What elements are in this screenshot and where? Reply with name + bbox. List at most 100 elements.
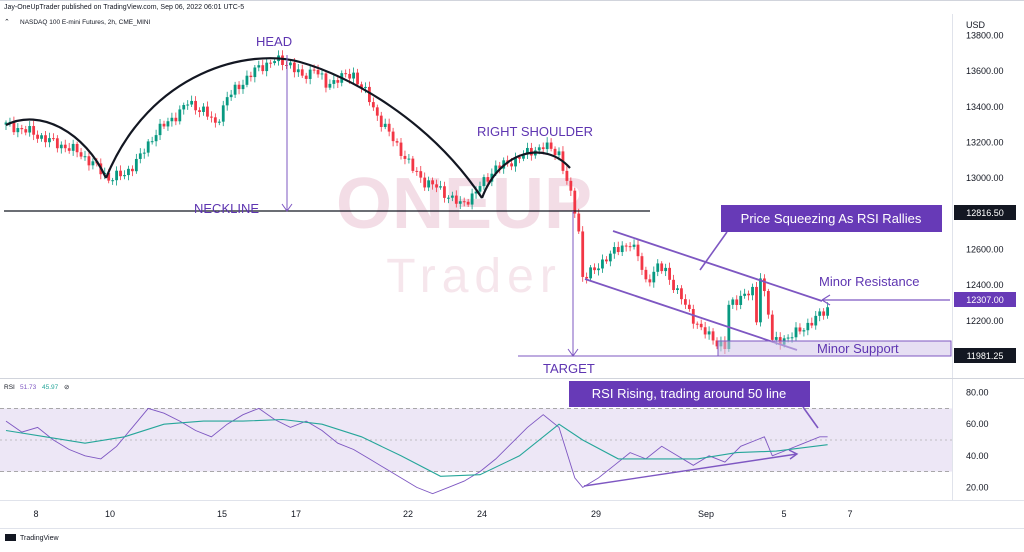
candle-body (672, 279, 675, 291)
rsi-axis: 20.00 40.00 60.00 80.00 (966, 388, 989, 493)
rsi-na-value: ⊘ (64, 384, 70, 391)
minor-resistance-label: Minor Resistance (819, 274, 919, 289)
candle-body (213, 117, 217, 123)
candle-body (253, 67, 257, 78)
left-shoulder-arc (5, 118, 108, 179)
time-tick-label: Sep (698, 509, 714, 519)
rsi-tick-label: 40.00 (966, 451, 989, 461)
candle-body (454, 195, 458, 204)
candle-body (194, 100, 197, 111)
rsi-ma-value: 45.97 (42, 384, 59, 391)
candle-body (731, 299, 735, 305)
candle-body (249, 75, 253, 78)
candle-body (269, 62, 273, 64)
support-price-text: 11981.25 (967, 351, 1004, 361)
candle-body (407, 158, 411, 160)
candle-body (573, 190, 577, 214)
candle-body (612, 247, 616, 254)
candle-body (182, 105, 186, 110)
candle-body (67, 148, 71, 151)
head-measure-arrow-icon (281, 203, 293, 212)
candle-body (608, 253, 612, 262)
candle-body (494, 165, 498, 174)
candle-body (16, 128, 20, 133)
candle-body (648, 279, 652, 283)
candle-body (474, 191, 478, 194)
candle-body (162, 123, 166, 127)
candle-body (206, 106, 209, 117)
candle-body (237, 84, 241, 90)
price-tick-label: 13800.00 (966, 30, 1004, 40)
candle-body (565, 170, 569, 181)
candle-body (190, 100, 194, 105)
candle-body (233, 84, 237, 95)
candle-body (656, 263, 660, 272)
candle-body (660, 263, 664, 272)
candle-body (36, 134, 39, 139)
head-arc (104, 57, 483, 199)
candle-body (526, 147, 529, 155)
candle-body (265, 62, 269, 72)
candle-body (217, 121, 221, 123)
candle-body (703, 327, 707, 335)
candle-body (593, 267, 596, 271)
candle-body (711, 331, 715, 341)
time-tick-label: 22 (403, 509, 413, 519)
candle-body (134, 158, 138, 172)
candle-body (352, 72, 355, 79)
candle-body (766, 291, 770, 315)
price-tick-label: 13600.00 (966, 66, 1004, 76)
neckline-price-text: 12816.50 (966, 208, 1004, 218)
candle-body (751, 286, 754, 296)
candle-body (324, 73, 328, 88)
candle-body (55, 138, 59, 149)
candle-body (470, 193, 474, 205)
time-tick-label: 29 (591, 509, 601, 519)
candle-body (676, 288, 679, 291)
candle-body (628, 246, 632, 248)
resistance-price-tag (954, 292, 1016, 307)
candle-body (154, 135, 158, 142)
candle-body (383, 123, 387, 127)
candle-body (131, 168, 134, 172)
candle-body (107, 172, 111, 181)
candle-body (150, 141, 154, 143)
candle-body (680, 288, 683, 300)
candle-body (802, 330, 806, 332)
candle-body (312, 69, 316, 71)
candle-body (415, 170, 419, 172)
candle-body (447, 197, 450, 199)
candle-body (644, 269, 648, 280)
squeeze-callout-box (721, 205, 942, 232)
candle-body (285, 65, 288, 67)
candle-body (348, 73, 352, 79)
candle-body (360, 84, 363, 88)
candle-body (537, 147, 541, 151)
candle-body (668, 267, 671, 280)
collapse-arrow-icon[interactable]: ⌃ (4, 18, 10, 26)
candle-body (273, 61, 276, 64)
time-tick-label: 7 (847, 509, 852, 519)
minor-support-zone (717, 340, 952, 357)
watermark-logo-sub: Trader (386, 250, 562, 303)
candle-body (498, 165, 502, 169)
candle-body (20, 128, 24, 130)
candle-body (368, 86, 371, 103)
candle-body (585, 276, 589, 279)
footer-brand: TradingView (20, 535, 59, 542)
publisher-text: Jay-OneUpTrader published on TradingView… (4, 4, 244, 11)
candle-body (699, 323, 703, 328)
candle-body (261, 65, 265, 72)
rsi-callout-pointer (802, 406, 819, 429)
candle-body (518, 157, 521, 159)
candle-body (691, 309, 695, 324)
candle-body (632, 244, 636, 247)
target-label: TARGET (543, 361, 595, 376)
candle-body (684, 299, 687, 305)
candle-body (364, 86, 367, 88)
candle-body (541, 147, 545, 150)
candle-body (225, 97, 229, 106)
candle-body (395, 141, 399, 143)
